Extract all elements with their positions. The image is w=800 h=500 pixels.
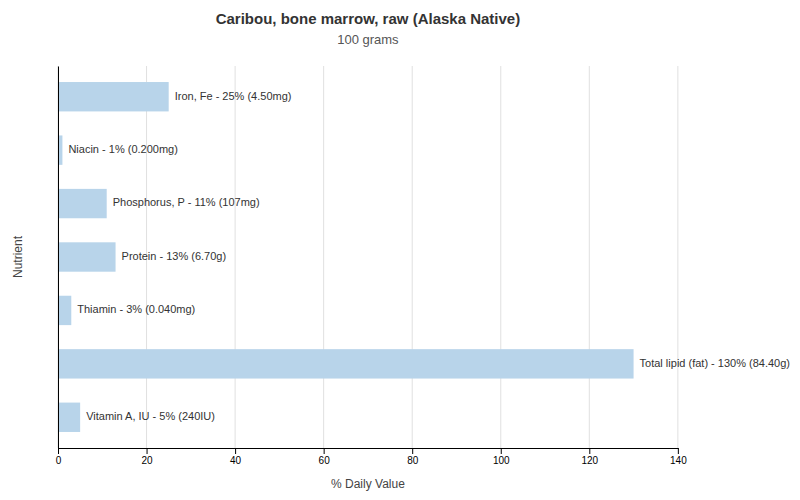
x-tick-label: 140: [670, 455, 687, 466]
x-tick-mark: [324, 448, 325, 454]
y-axis-line: [58, 67, 59, 449]
x-tick-label: 20: [141, 455, 153, 466]
title: Caribou, bone marrow, raw (Alaska Native…: [216, 10, 521, 27]
x-tick-mark: [58, 448, 59, 454]
x-tick-mark: [147, 448, 148, 454]
x-axis: 0 20 40 60 80 100 120 140: [56, 448, 687, 466]
grid-line: [500, 66, 501, 448]
y-axis: [58, 67, 59, 449]
chart-svg: Caribou, bone marrow, raw (Alaska Native…: [0, 0, 800, 500]
data-label: Iron, Fe - 25% (4.50mg): [175, 90, 292, 102]
grid: [58, 66, 678, 448]
subtitle: 100 grams: [337, 32, 399, 47]
x-tick-label: 100: [493, 455, 510, 466]
grid-line: [589, 66, 590, 448]
x-axis-title: % Daily Value: [331, 477, 405, 491]
x-tick: 20: [141, 448, 153, 466]
data-label: Niacin - 1% (0.200mg): [68, 143, 177, 155]
data-labels: Iron, Fe - 25% (4.50mg) Niacin - 1% (0.20…: [68, 90, 790, 423]
data-label: Total lipid (fat) - 130% (84.40g): [640, 357, 790, 369]
bar: [58, 403, 80, 432]
x-axis-line: [59, 448, 679, 449]
x-tick-mark: [412, 448, 413, 454]
x-tick: 40: [230, 448, 242, 466]
x-tick-mark: [235, 448, 236, 454]
x-tick-mark: [589, 448, 590, 454]
data-label: Thiamin - 3% (0.040mg): [77, 303, 195, 315]
data-label: Vitamin A, IU - 5% (240IU): [86, 410, 215, 422]
x-tick-label: 40: [230, 455, 242, 466]
bars: [58, 82, 634, 432]
bar: [58, 296, 71, 325]
x-tick: 60: [319, 448, 331, 466]
chart-container: Caribou, bone marrow, raw (Alaska Native…: [0, 0, 800, 500]
data-label: Phosphorus, P - 11% (107mg): [113, 196, 260, 208]
bar: [58, 242, 116, 271]
grid-line: [58, 66, 59, 448]
grid-line: [235, 66, 236, 448]
x-tick: 140: [670, 448, 687, 466]
grid-line: [323, 66, 324, 448]
bar: [58, 349, 634, 378]
x-tick-label: 120: [581, 455, 598, 466]
x-tick-label: 60: [319, 455, 331, 466]
x-tick: 80: [407, 448, 419, 466]
data-label: Protein - 13% (6.70g): [122, 250, 227, 262]
plot: 0 20 40 60 80 100 120 140 Iron, Fe - 25% (4.50mg…: [56, 66, 790, 466]
grid-line: [677, 66, 678, 448]
x-tick-mark: [501, 448, 502, 454]
x-tick: 120: [581, 448, 598, 466]
x-tick-label: 80: [407, 455, 419, 466]
x-tick: 100: [493, 448, 510, 466]
x-tick: 0: [56, 448, 62, 466]
x-tick-label: 0: [56, 455, 62, 466]
bar: [58, 82, 169, 111]
x-tick-mark: [678, 448, 679, 454]
y-axis-title: Nutrient: [11, 235, 25, 278]
grid-line: [412, 66, 413, 448]
bar: [58, 189, 107, 218]
